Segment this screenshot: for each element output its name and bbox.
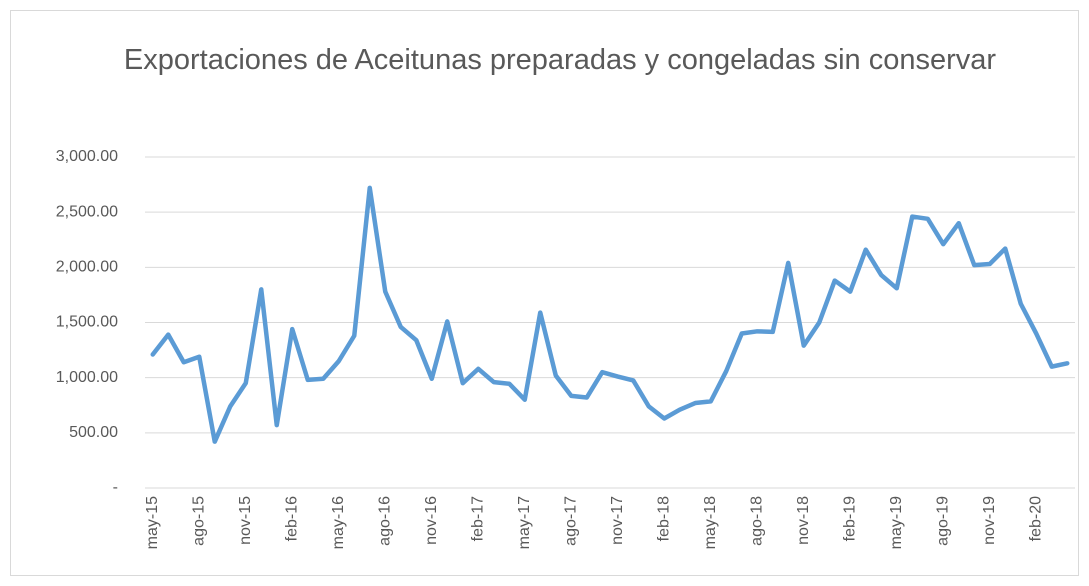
x-tick-label: ago-15	[190, 496, 207, 546]
x-tick-label: ago-17	[562, 496, 579, 546]
x-tick-label: may-19	[888, 496, 905, 549]
x-tick-label: may-17	[516, 496, 533, 549]
y-tick-label: 500.00	[69, 424, 118, 441]
x-tick-label: may-15	[144, 496, 161, 549]
x-tick-label: nov-18	[795, 496, 812, 545]
x-tick-label: nov-19	[981, 496, 998, 545]
x-tick-label: may-16	[330, 496, 347, 549]
chart-title: Exportaciones de Aceitunas preparadas y …	[123, 44, 997, 76]
x-tick-label: feb-18	[655, 496, 672, 541]
x-tick-label: feb-19	[841, 496, 858, 541]
x-tick-label: ago-18	[748, 496, 765, 546]
x-tick-label: nov-16	[423, 496, 440, 545]
y-tick-label: 1,000.00	[56, 369, 118, 386]
y-tick-label: -	[113, 479, 118, 496]
x-tick-label: ago-19	[934, 496, 951, 546]
x-tick-label: ago-16	[376, 496, 393, 546]
x-tick-label: nov-15	[237, 496, 254, 545]
data-line	[150, 185, 1070, 444]
y-tick-label: 3,000.00	[56, 148, 118, 165]
chart-border	[10, 10, 1079, 576]
y-tick-label: 2,500.00	[56, 203, 118, 220]
x-tick-label: nov-17	[609, 496, 626, 545]
x-tick-label: feb-17	[469, 496, 486, 541]
x-tick-label: feb-20	[1027, 496, 1044, 541]
y-tick-label: 2,000.00	[56, 259, 118, 276]
y-tick-label: 1,500.00	[56, 314, 118, 331]
x-tick-label: may-18	[702, 496, 719, 549]
x-tick-label: feb-16	[283, 496, 300, 541]
